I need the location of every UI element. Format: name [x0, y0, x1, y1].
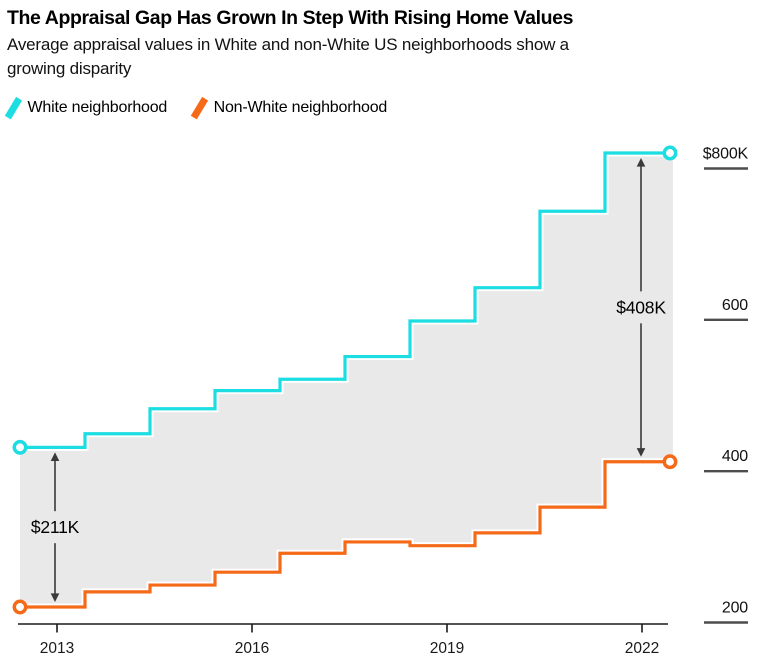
x-tick-label: 2022: [625, 640, 659, 657]
nonwhite-end-marker: [662, 454, 678, 470]
legend-item-nonwhite: Non-White neighborhood: [190, 96, 388, 120]
arrowhead-up-icon: [636, 158, 646, 167]
y-tick-label: $800K: [703, 146, 749, 163]
chart-title: The Appraisal Gap Has Grown In Step With…: [7, 7, 574, 29]
chart-subtitle: Average appraisal values in White and no…: [7, 33, 727, 81]
y-tick-label: 600: [722, 297, 748, 314]
x-tick-label: 2019: [430, 640, 464, 657]
gap-label-start: $211K: [31, 517, 80, 537]
nonwhite-start-marker: [12, 599, 28, 615]
x-tick-label: 2013: [40, 640, 74, 657]
white-series-slash-icon: [4, 96, 22, 120]
white-line: [20, 151, 670, 449]
white-end-marker: [662, 145, 678, 161]
step-chart: $211K $408K 2013 2016 2019 2022 $800K 600 400 200: [12, 145, 749, 657]
arrowhead-up-icon: [50, 452, 60, 461]
y-tick-label: 200: [722, 600, 748, 617]
gap-label-end: $408K: [616, 297, 666, 317]
white-start-marker: [12, 439, 28, 455]
chart-subtitle-line2: growing disparity: [7, 59, 132, 78]
y-tick-label: 400: [722, 448, 748, 465]
legend: White neighborhood Non-White neighborhoo…: [4, 95, 388, 121]
legend-label-nonwhite: Non-White neighborhood: [213, 99, 388, 116]
legend-label-white: White neighborhood: [27, 99, 168, 116]
chart-subtitle-line1: Average appraisal values in White and no…: [7, 35, 569, 54]
arrowhead-down-icon: [636, 448, 646, 457]
x-tick-label: 2016: [235, 640, 269, 657]
nonwhite-series-slash-icon: [190, 96, 208, 120]
arrowhead-down-icon: [50, 593, 60, 603]
nonwhite-line: [20, 460, 670, 609]
legend-item-white: White neighborhood: [4, 96, 168, 120]
